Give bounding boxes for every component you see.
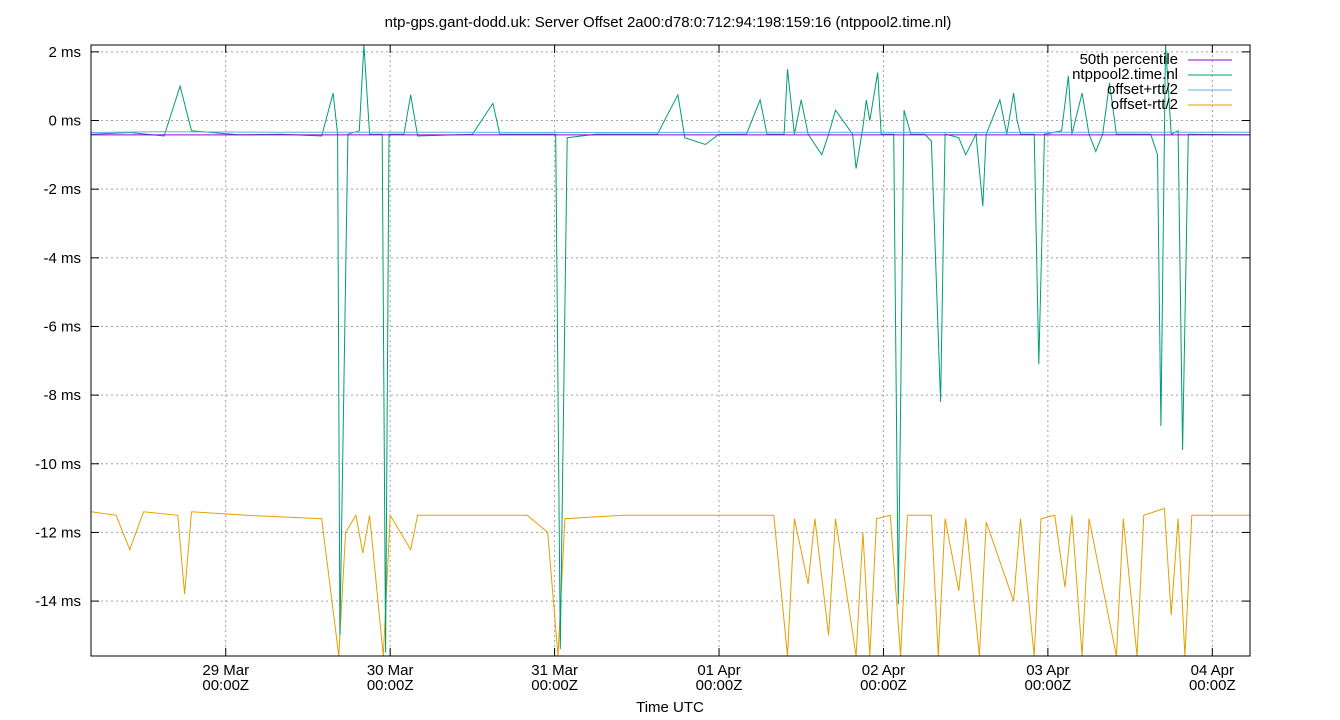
x-tick-label-date: 31 Mar	[531, 662, 578, 679]
x-tick-label-time: 00:00Z	[202, 677, 249, 694]
x-tick-label-date: 04 Apr	[1191, 662, 1234, 679]
y-tick-label: -12 ms	[35, 524, 81, 541]
x-tick-label-time: 00:00Z	[531, 677, 578, 694]
x-tick-label-time: 00:00Z	[367, 677, 414, 694]
legend-label: offset-rtt/2	[1111, 96, 1178, 113]
legend-label: offset+rtt/2	[1107, 81, 1178, 98]
y-tick-label: -2 ms	[44, 181, 82, 198]
legend: 50th percentilentppool2.time.nloffset+rt…	[1072, 51, 1232, 113]
series-line-3	[91, 507, 1250, 656]
y-tick-label: -14 ms	[35, 593, 81, 610]
x-tick-label-time: 00:00Z	[1189, 677, 1236, 694]
series-group	[91, 45, 1250, 656]
y-tick-label: -6 ms	[44, 318, 82, 335]
x-tick-label-time: 00:00Z	[860, 677, 907, 694]
x-tick-label-date: 03 Apr	[1026, 662, 1069, 679]
y-tick-label: 2 ms	[48, 44, 81, 61]
x-tick-label-time: 00:00Z	[696, 677, 743, 694]
chart-title: ntp-gps.gant-dodd.uk: Server Offset 2a00…	[385, 14, 952, 31]
y-tick-label: 0 ms	[48, 113, 81, 130]
y-tick-label: -10 ms	[35, 456, 81, 473]
x-tick-label-date: 02 Apr	[862, 662, 905, 679]
grid-lines	[91, 45, 1250, 656]
series-line-1	[91, 45, 1250, 653]
y-tick-label: -4 ms	[44, 250, 82, 267]
x-tick-label-date: 29 Mar	[202, 662, 249, 679]
plot-border	[90, 44, 1251, 657]
legend-label: ntppool2.time.nl	[1072, 66, 1178, 83]
x-axis-label: Time UTC	[636, 699, 704, 716]
x-tick-label-date: 01 Apr	[697, 662, 740, 679]
y-axis-ticks: 2 ms 0 ms -2 ms -4 ms -6 ms -8 ms -10 ms -12 ms…	[35, 44, 1250, 610]
legend-label: 50th percentile	[1080, 51, 1178, 68]
y-tick-label: -8 ms	[44, 387, 82, 404]
x-tick-label-date: 30 Mar	[367, 662, 414, 679]
series-line-2	[91, 131, 1250, 134]
x-tick-label-time: 00:00Z	[1025, 677, 1072, 694]
